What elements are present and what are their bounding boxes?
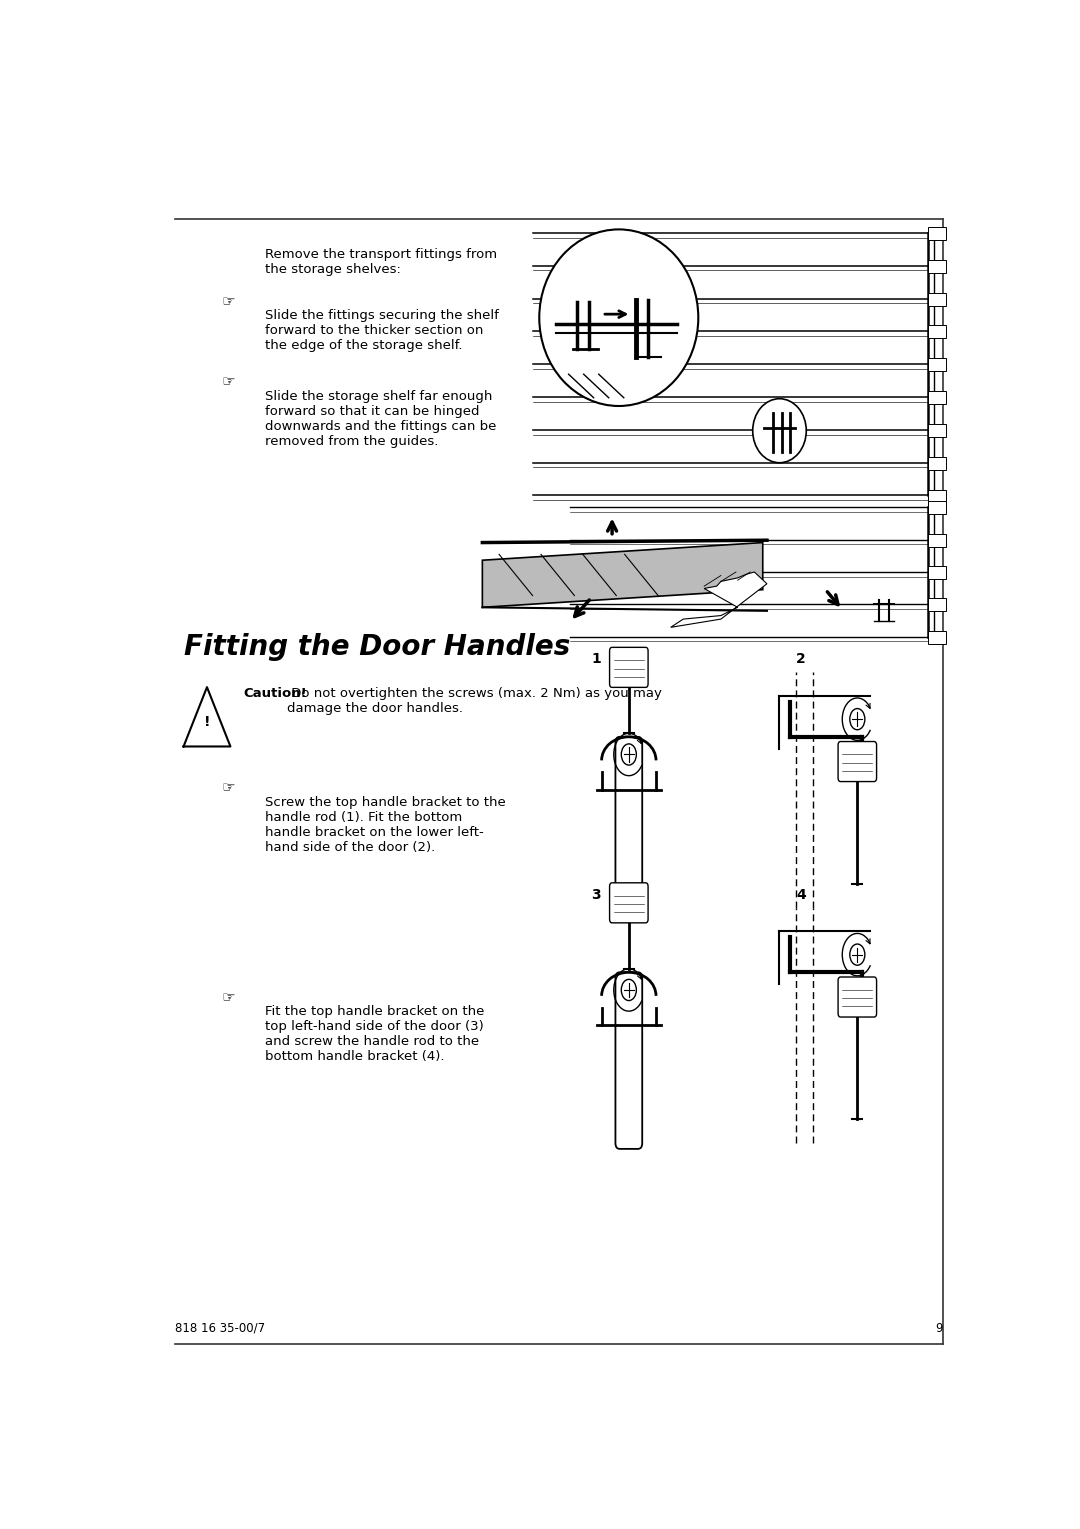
Ellipse shape — [753, 399, 807, 463]
FancyBboxPatch shape — [616, 972, 643, 1148]
FancyBboxPatch shape — [928, 566, 946, 579]
Text: Remove the transport fittings from
the storage shelves:: Remove the transport fittings from the s… — [265, 248, 497, 277]
Text: Fit the top handle bracket on the
top left-hand side of the door (3)
and screw t: Fit the top handle bracket on the top le… — [265, 1005, 484, 1063]
FancyBboxPatch shape — [928, 502, 946, 514]
Text: 2: 2 — [796, 653, 806, 667]
Text: !: ! — [204, 714, 211, 728]
FancyBboxPatch shape — [928, 260, 946, 272]
FancyBboxPatch shape — [928, 534, 946, 547]
FancyBboxPatch shape — [928, 326, 946, 338]
FancyBboxPatch shape — [928, 489, 946, 503]
Text: Slide the storage shelf far enough
forward so that it can be hinged
downwards an: Slide the storage shelf far enough forwa… — [265, 390, 496, 448]
FancyBboxPatch shape — [616, 737, 643, 913]
Text: 3: 3 — [591, 888, 600, 902]
FancyBboxPatch shape — [928, 424, 946, 437]
FancyBboxPatch shape — [928, 292, 946, 306]
Text: Do not overtighten the screws (max. 2 Nm) as you may
damage the door handles.: Do not overtighten the screws (max. 2 Nm… — [287, 688, 662, 716]
FancyBboxPatch shape — [609, 882, 648, 924]
FancyBboxPatch shape — [838, 977, 877, 1017]
Polygon shape — [483, 543, 762, 607]
FancyBboxPatch shape — [928, 391, 946, 404]
FancyBboxPatch shape — [609, 647, 648, 688]
Text: 818 16 35-00/7: 818 16 35-00/7 — [175, 1323, 266, 1335]
Text: 4: 4 — [796, 888, 806, 902]
Text: ☞: ☞ — [221, 375, 234, 390]
FancyBboxPatch shape — [838, 742, 877, 781]
FancyBboxPatch shape — [928, 598, 946, 612]
Polygon shape — [184, 687, 230, 746]
Circle shape — [850, 708, 865, 729]
Text: Caution!: Caution! — [244, 688, 308, 700]
Text: ☞: ☞ — [221, 294, 234, 309]
Text: 9: 9 — [935, 1323, 943, 1335]
Circle shape — [850, 943, 865, 965]
Circle shape — [621, 745, 636, 764]
FancyBboxPatch shape — [928, 631, 946, 644]
Ellipse shape — [539, 229, 699, 407]
Circle shape — [621, 980, 636, 1000]
Text: Slide the fittings securing the shelf
forward to the thicker section on
the edge: Slide the fittings securing the shelf fo… — [265, 309, 499, 353]
FancyBboxPatch shape — [928, 358, 946, 372]
Text: ☞: ☞ — [221, 780, 234, 795]
Text: ☞: ☞ — [221, 989, 234, 1005]
FancyBboxPatch shape — [928, 457, 946, 469]
Text: Screw the top handle bracket to the
handle rod (1). Fit the bottom
handle bracke: Screw the top handle bracket to the hand… — [265, 795, 505, 853]
Text: Fitting the Door Handles: Fitting the Door Handles — [184, 633, 570, 661]
FancyBboxPatch shape — [928, 226, 946, 240]
Polygon shape — [671, 572, 767, 627]
Text: 1: 1 — [591, 653, 600, 667]
